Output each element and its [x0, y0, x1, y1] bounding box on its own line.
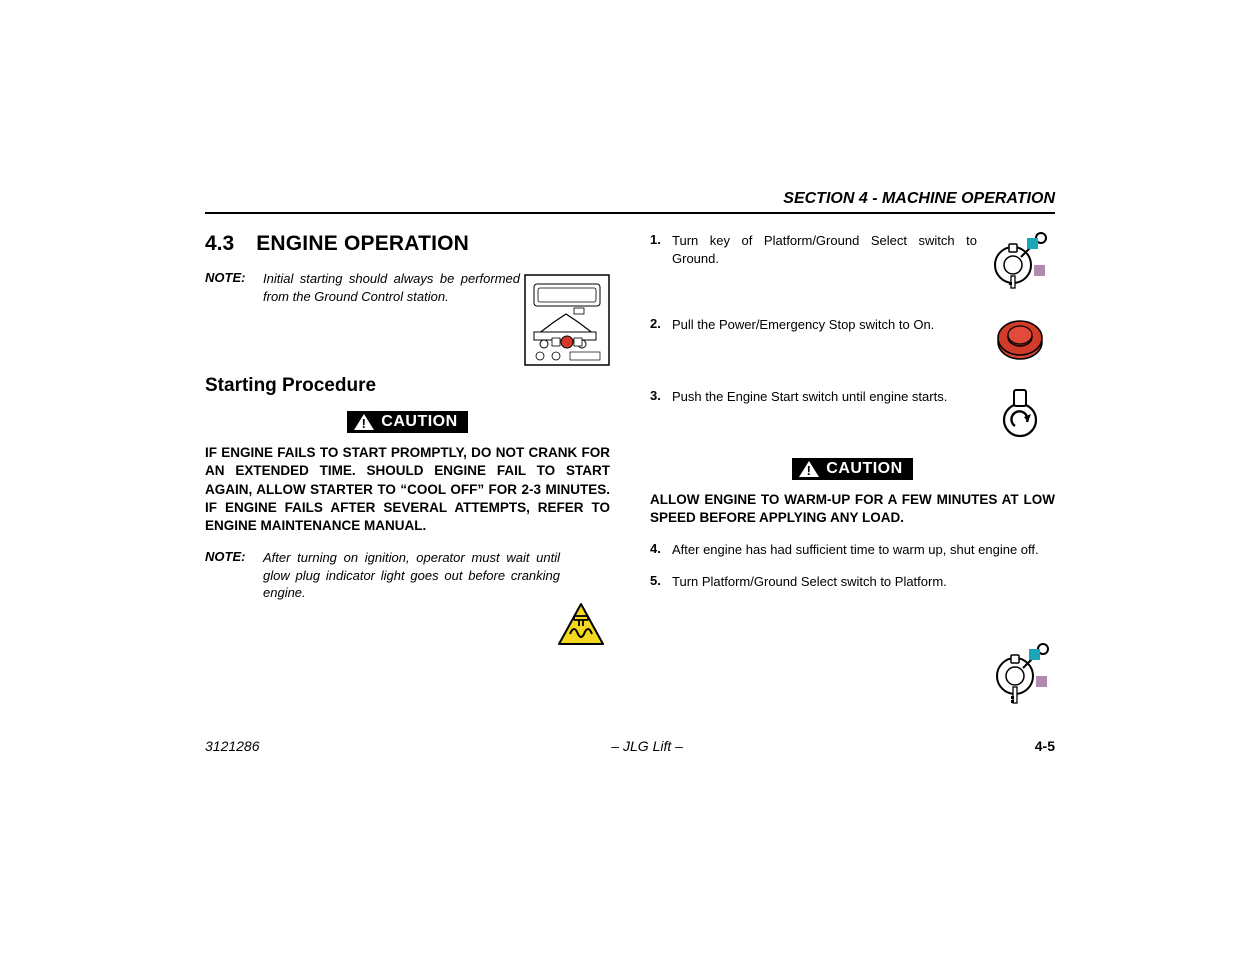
step-number: 1.	[650, 232, 672, 290]
right-column: 1. Turn key of Platform/Ground Select sw…	[650, 232, 1055, 612]
caution-body: ALLOW ENGINE TO WARM-UP FOR A FEW MINUTE…	[650, 491, 1055, 527]
footer-center: – JLG Lift –	[611, 738, 683, 754]
step-4: 4. After engine has had sufficient time …	[650, 541, 1055, 559]
manual-page: SECTION 4 - MACHINE OPERATION 4.3 ENGINE…	[205, 190, 1055, 760]
ground-control-panel-icon	[524, 274, 610, 371]
step-text: Pull the Power/Emergency Stop switch to …	[672, 316, 985, 362]
caution-label: CAUTION	[826, 460, 902, 478]
page-footer: 3121286 – JLG Lift – 4-5	[205, 738, 1055, 754]
footer-left: 3121286	[205, 738, 260, 754]
caution-badge-wrap: ! CAUTION	[650, 458, 1055, 483]
caution-badge: ! CAUTION	[792, 458, 912, 480]
step-number: 4.	[650, 541, 672, 559]
warning-triangle-icon: !	[798, 460, 820, 478]
section-heading: 4.3 ENGINE OPERATION	[205, 232, 610, 256]
caution-label: CAUTION	[381, 413, 457, 431]
caution-badge: ! CAUTION	[347, 411, 467, 433]
caution-badge-wrap: ! CAUTION	[205, 411, 610, 436]
steps-list-a: 1. Turn key of Platform/Ground Select sw…	[650, 232, 1055, 438]
caution-body: IF ENGINE FAILS TO START PROMPTLY, DO NO…	[205, 444, 610, 535]
two-column-layout: 4.3 ENGINE OPERATION NOTE: Initial start…	[205, 232, 1055, 612]
note-text: After turning on ignition, operator must…	[263, 549, 610, 602]
key-switch-platform-icon	[989, 638, 1055, 713]
engine-start-icon	[985, 388, 1055, 438]
step-number: 3.	[650, 388, 672, 438]
section-number: 4.3	[205, 232, 234, 256]
estop-button-icon	[985, 316, 1055, 362]
note-label: NOTE:	[205, 270, 263, 305]
svg-text:!: !	[807, 463, 812, 478]
step-text: Turn Platform/Ground Select switch to Pl…	[672, 573, 1055, 591]
step-number: 5.	[650, 573, 672, 591]
footer-right: 4-5	[1035, 738, 1055, 754]
warning-triangle-icon: !	[353, 413, 375, 431]
section-header: SECTION 4 - MACHINE OPERATION	[205, 190, 1055, 214]
step-5: 5. Turn Platform/Ground Select switch to…	[650, 573, 1055, 591]
left-column: 4.3 ENGINE OPERATION NOTE: Initial start…	[205, 232, 610, 612]
subheading: Starting Procedure	[205, 375, 610, 397]
step-number: 2.	[650, 316, 672, 362]
svg-text:!: !	[362, 416, 367, 431]
glow-plug-icon	[556, 602, 606, 655]
step-1: 1. Turn key of Platform/Ground Select sw…	[650, 232, 1055, 290]
step-2: 2. Pull the Power/Emergency Stop switch …	[650, 316, 1055, 362]
note-2: NOTE: After turning on ignition, operato…	[205, 549, 610, 602]
step-text: Turn key of Platform/Ground Select switc…	[672, 232, 985, 290]
section-title: ENGINE OPERATION	[256, 232, 469, 256]
steps-list-b: 4. After engine has had sufficient time …	[650, 541, 1055, 590]
note-label: NOTE:	[205, 549, 263, 602]
step-3: 3. Push the Engine Start switch until en…	[650, 388, 1055, 438]
step-text: After engine has had sufficient time to …	[672, 541, 1055, 559]
key-switch-ground-icon	[985, 232, 1055, 290]
step-text: Push the Engine Start switch until engin…	[672, 388, 985, 438]
